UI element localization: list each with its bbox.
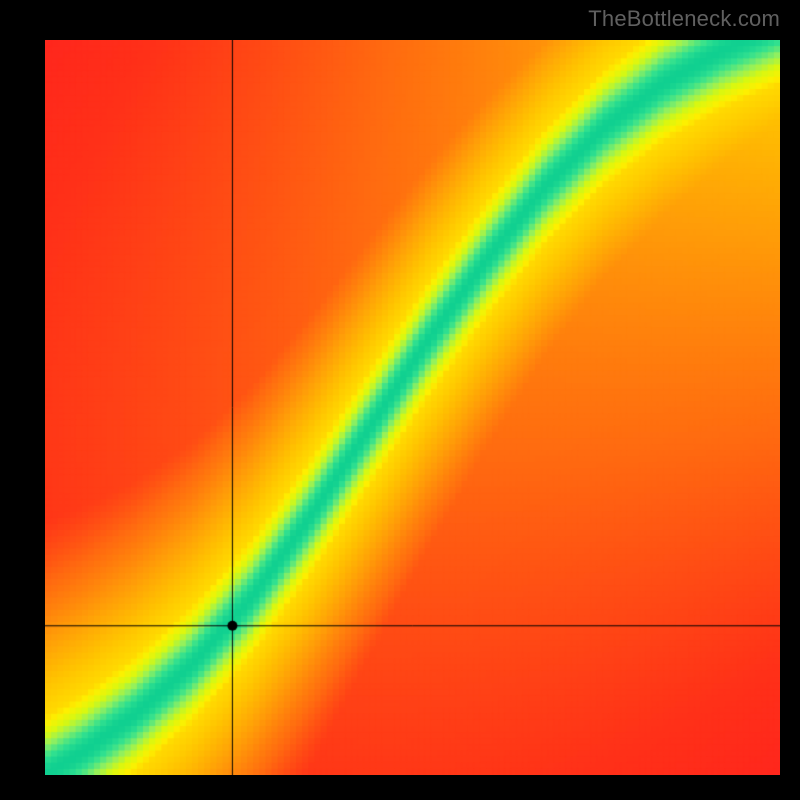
heatmap-plot bbox=[45, 40, 780, 775]
figure-root: TheBottleneck.com bbox=[0, 0, 800, 800]
heatmap-canvas bbox=[45, 40, 780, 775]
watermark-text: TheBottleneck.com bbox=[588, 6, 780, 32]
